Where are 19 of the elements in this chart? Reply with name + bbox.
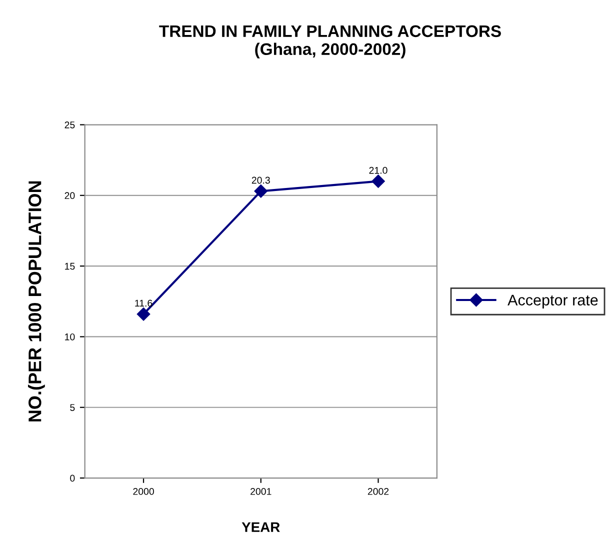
y-tick-label: 20 bbox=[64, 192, 75, 200]
chart-title: TREND IN FAMILY PLANNING ACCEPTORS (Ghana, 2000-2002) bbox=[159, 25, 501, 58]
point bbox=[372, 174, 385, 188]
y-tick-label: 15 bbox=[65, 262, 75, 270]
data-label: 21.0 bbox=[369, 166, 388, 174]
x-tick-label: 2002 bbox=[368, 488, 389, 495]
x-tick-label: 2000 bbox=[133, 488, 154, 495]
point bbox=[254, 184, 268, 198]
point bbox=[136, 308, 150, 321]
legend-label: Acceptor rate bbox=[508, 294, 598, 309]
y-tick-label: 0 bbox=[70, 474, 75, 482]
x-tick-label: 2001 bbox=[250, 488, 272, 495]
y-axis-title: NO.(PER 1000 POPULATION bbox=[28, 181, 45, 422]
x-axis-title: YEAR bbox=[242, 522, 280, 532]
y-tick-label: 5 bbox=[70, 404, 75, 411]
data-label: 11.6 bbox=[135, 300, 152, 307]
y-tick-label: 10 bbox=[65, 333, 75, 340]
data-label: 20.3 bbox=[252, 176, 270, 184]
y-tick-label: 25 bbox=[64, 121, 75, 128]
